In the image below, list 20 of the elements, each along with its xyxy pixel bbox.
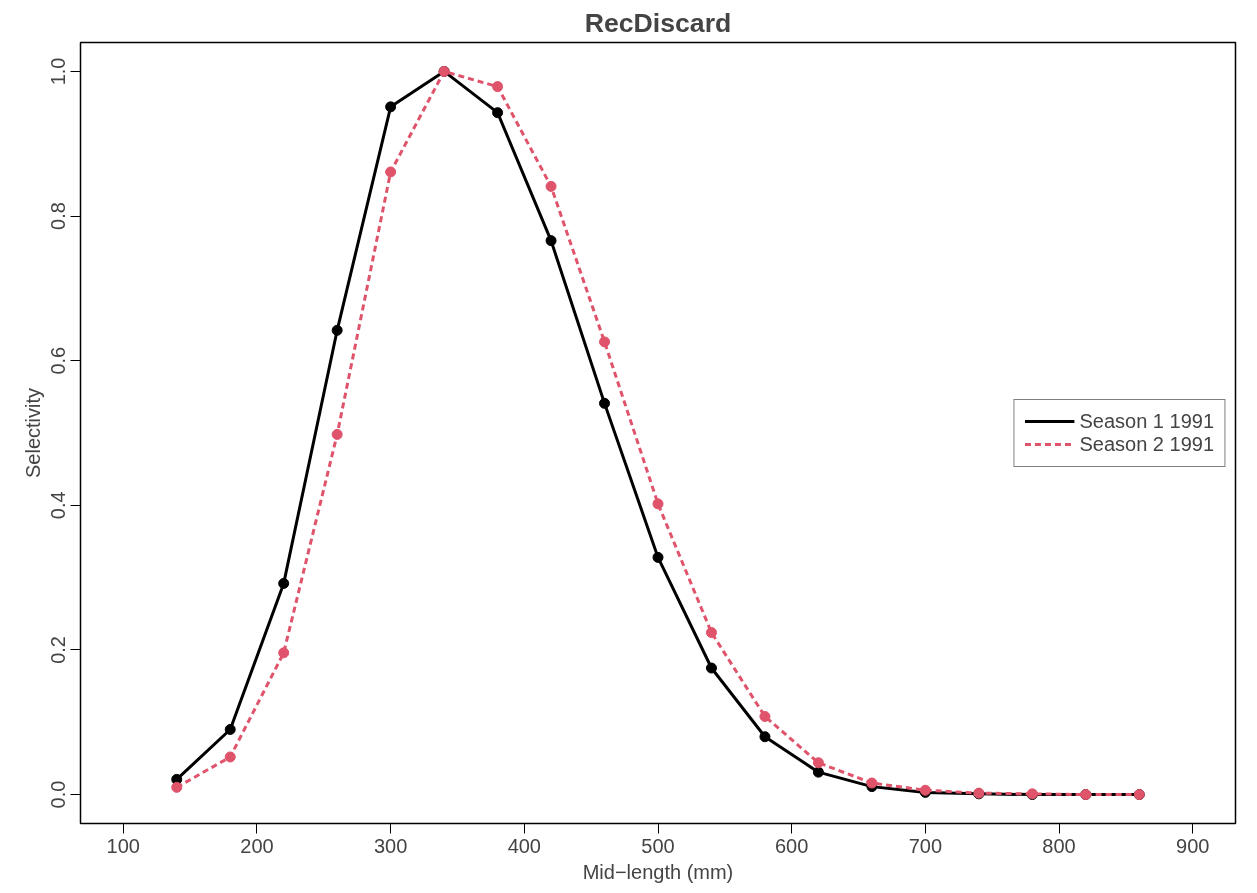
x-tick-label: 100: [106, 834, 140, 857]
x-tick-label: 200: [240, 834, 274, 857]
y-tick-label: 0.0: [47, 780, 70, 809]
x-tick-label: 400: [507, 834, 542, 857]
chart-title: RecDiscard: [584, 7, 732, 38]
x-tick-label: 600: [775, 834, 809, 857]
y-tick-label: 1.0: [47, 57, 70, 86]
legend-label: Season 2 1991: [1079, 432, 1214, 456]
y-tick-label: 0.6: [47, 346, 70, 375]
x-tick-label: 700: [908, 834, 943, 857]
x-tick-label: 500: [641, 834, 675, 857]
x-tick-label: 800: [1042, 834, 1076, 857]
x-axis-title: Mid−length (mm): [582, 860, 734, 883]
legend-label: Season 1 1991: [1079, 409, 1214, 433]
y-tick-label: 0.4: [47, 491, 70, 520]
y-tick-label: 0.2: [47, 636, 70, 664]
y-axis-title: Selectivity: [21, 387, 44, 479]
y-tick-label: 0.8: [47, 202, 70, 230]
x-tick-label: 300: [373, 834, 408, 857]
x-tick-label: 900: [1176, 834, 1210, 857]
